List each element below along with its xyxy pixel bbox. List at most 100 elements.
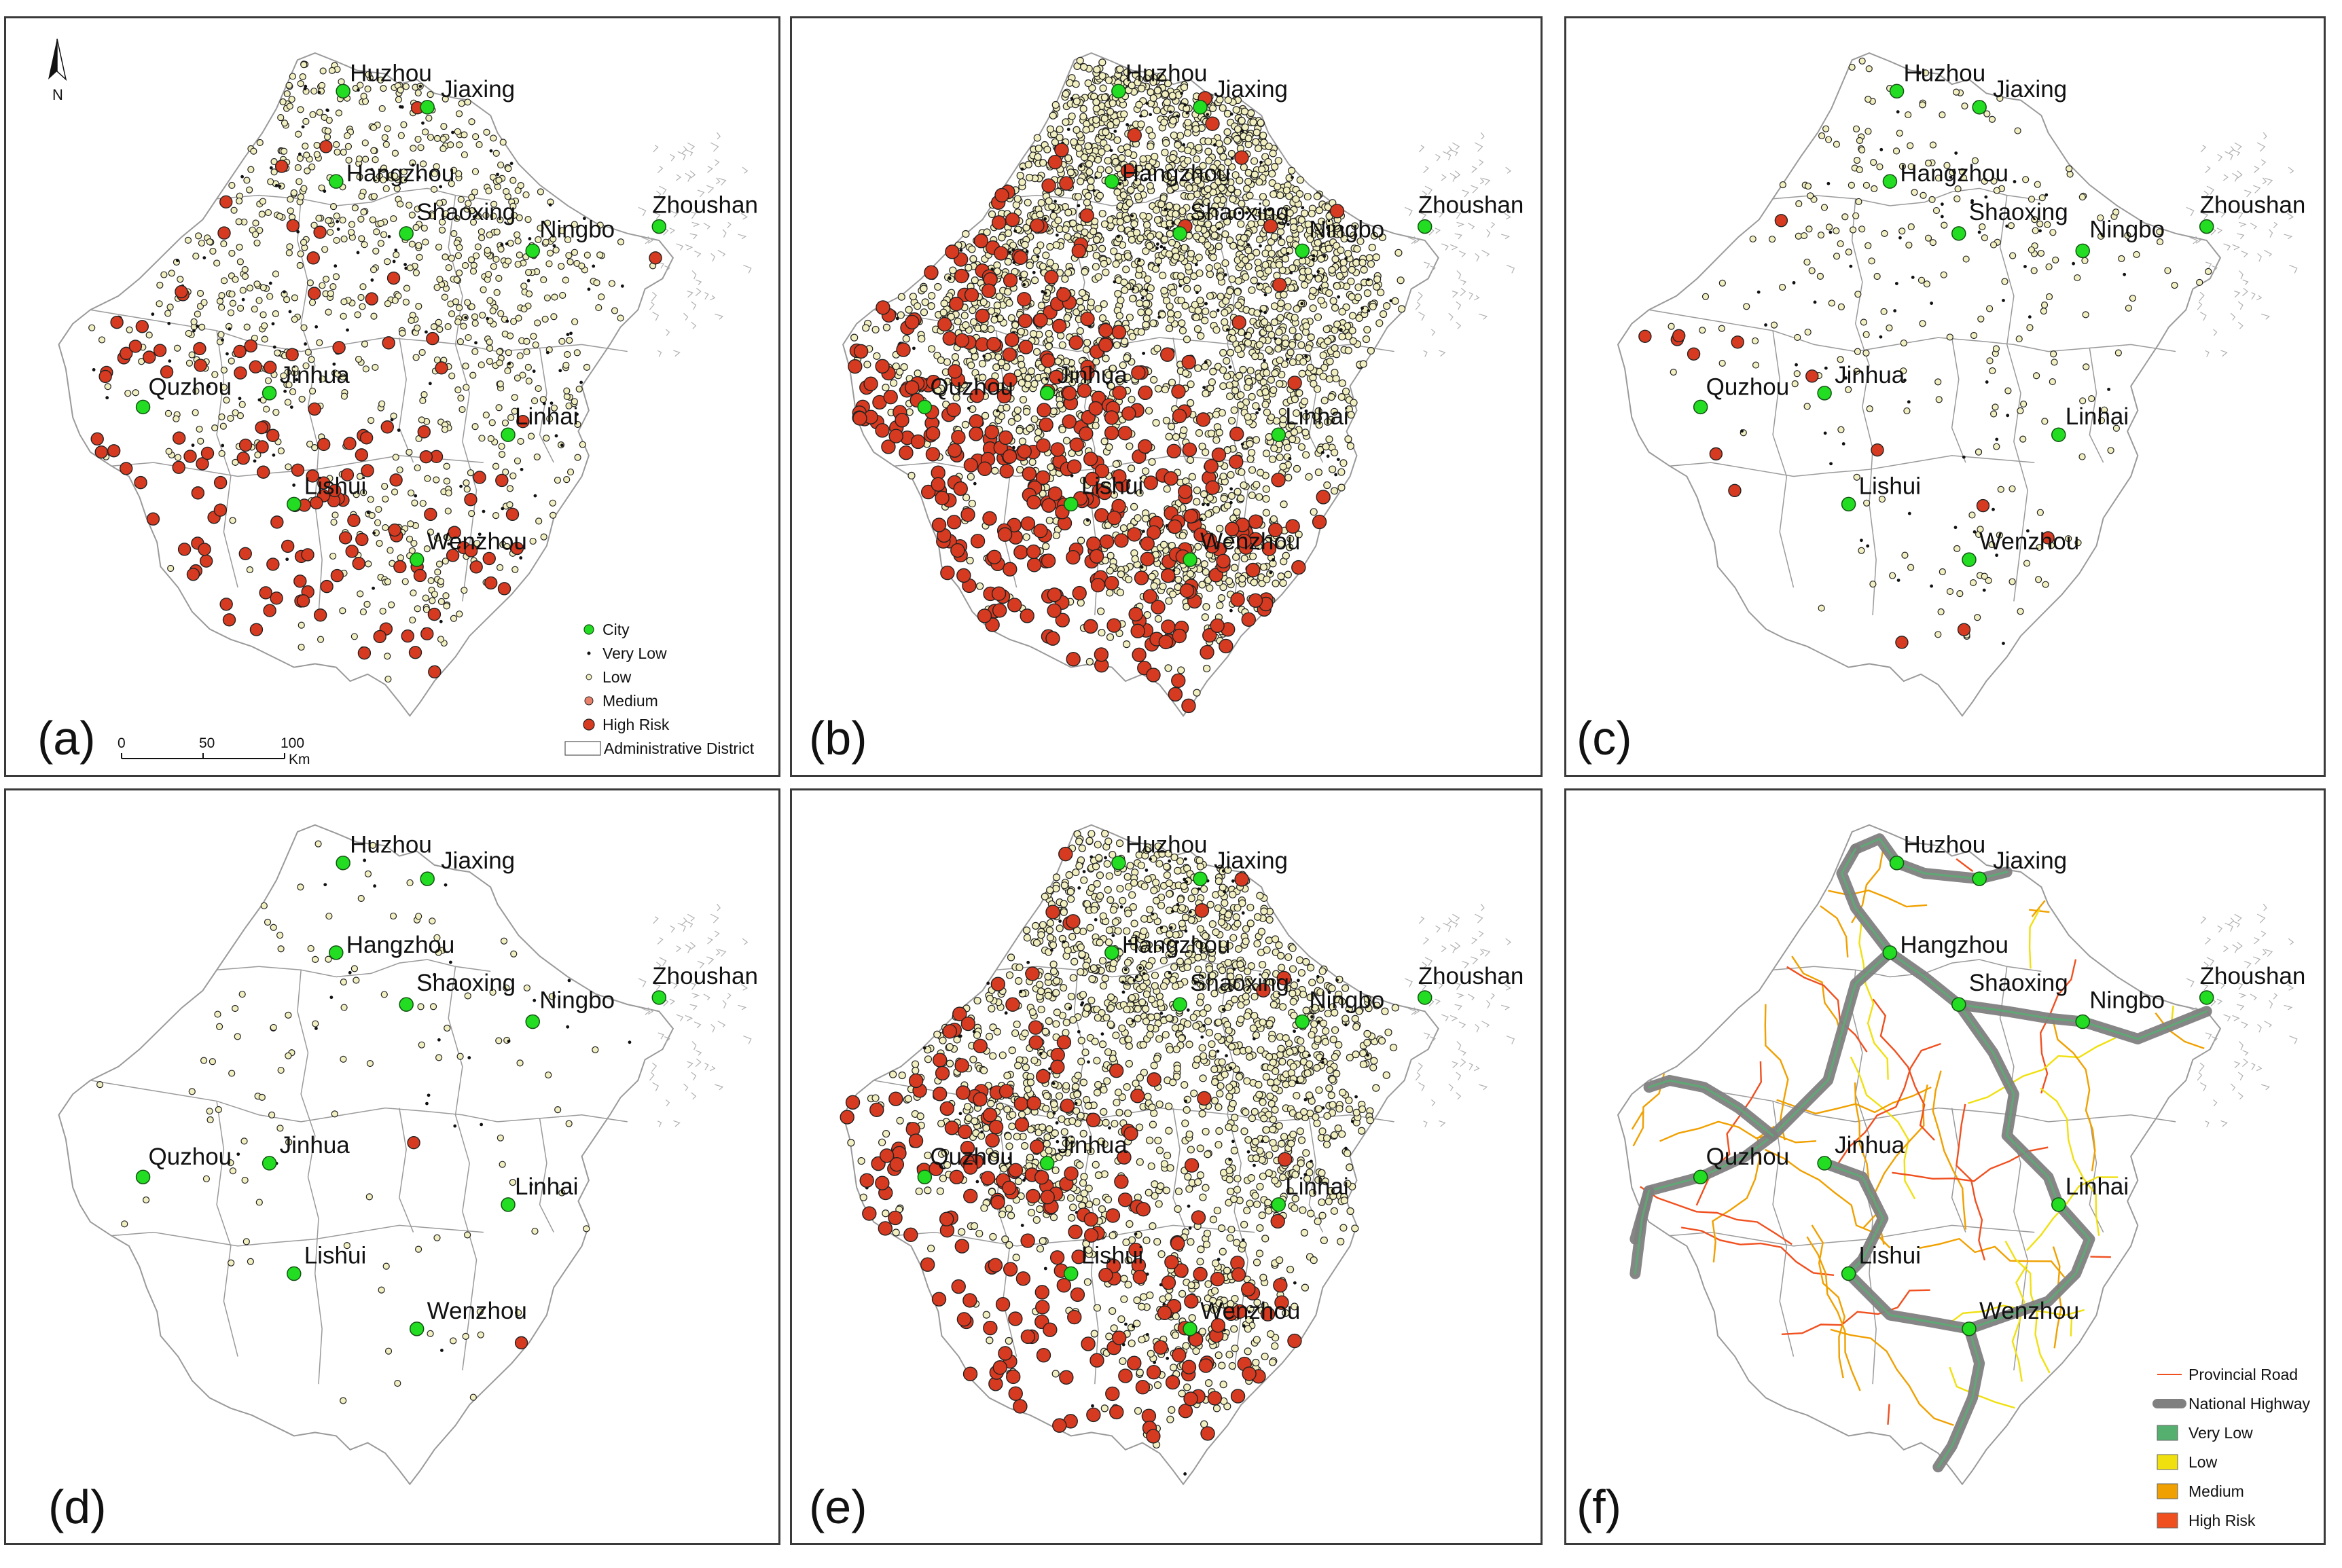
low-risk-point — [939, 308, 948, 316]
low-risk-point — [507, 332, 514, 340]
high-risk-point — [355, 448, 369, 462]
low-risk-point — [524, 363, 532, 371]
very-low-risk-point — [1334, 473, 1338, 477]
low-risk-point — [402, 298, 410, 306]
low-risk-point — [1100, 300, 1108, 308]
low-risk-point — [1317, 296, 1325, 305]
very-low-risk-point — [973, 481, 977, 486]
low-risk-point — [1367, 346, 1375, 355]
low-risk-point — [1862, 349, 1870, 357]
low-risk-point — [1264, 286, 1272, 294]
low-risk-point — [442, 253, 449, 261]
low-risk-point — [1234, 345, 1242, 354]
low-risk-point — [1098, 148, 1106, 156]
low-risk-point — [506, 485, 514, 492]
high-risk-point — [1291, 560, 1306, 575]
low-risk-point — [1363, 325, 1371, 334]
low-risk-point — [311, 444, 319, 452]
very-low-risk-point — [533, 494, 537, 498]
low-risk-point — [1903, 407, 1911, 415]
low-risk-point — [498, 443, 505, 450]
low-risk-point — [316, 339, 323, 346]
low-risk-point — [461, 587, 468, 594]
high-risk-point — [1976, 498, 1990, 513]
low-risk-point — [104, 383, 111, 390]
low-risk-point — [217, 331, 225, 338]
low-risk-point — [236, 197, 243, 205]
very-low-risk-point — [1274, 337, 1278, 341]
low-risk-point — [185, 329, 192, 338]
low-risk-point — [1201, 613, 1209, 621]
high-risk-point — [853, 344, 869, 359]
low-risk-point — [1180, 426, 1188, 435]
low-risk-point — [1300, 280, 1309, 289]
low-risk-point — [1791, 380, 1799, 388]
island-outline — [695, 287, 702, 297]
low-risk-point — [1277, 572, 1285, 581]
island-outline — [1418, 312, 1425, 321]
low-risk-point — [1178, 319, 1186, 327]
low-risk-point — [2052, 256, 2059, 263]
low-risk-point — [1026, 424, 1034, 433]
very-low-risk-point — [967, 406, 971, 410]
low-risk-point — [444, 507, 452, 515]
low-risk-point — [1276, 227, 1285, 236]
low-risk-point — [1288, 341, 1297, 349]
low-risk-point — [1276, 356, 1284, 365]
low-risk-point — [1804, 182, 1812, 190]
low-risk-point — [437, 578, 445, 585]
low-risk-point — [281, 147, 288, 155]
island-outline — [1422, 190, 1428, 198]
low-risk-point — [1166, 202, 1174, 210]
high-risk-point — [1117, 426, 1133, 441]
low-risk-point — [1076, 327, 1084, 335]
very-low-risk-point — [1178, 284, 1183, 288]
low-risk-point — [1226, 392, 1234, 401]
city-marker — [409, 552, 425, 567]
very-low-risk-point — [301, 125, 305, 129]
island-outline — [2237, 301, 2244, 310]
low-risk-point — [514, 261, 522, 268]
very-low-risk-point — [1166, 226, 1170, 230]
very-low-risk-point — [285, 558, 289, 562]
very-low-risk-point — [1257, 282, 1261, 286]
low-risk-point — [327, 228, 334, 236]
low-risk-point — [1045, 516, 1053, 525]
island-outline — [676, 174, 682, 181]
low-risk-point — [448, 372, 456, 380]
high-risk-point — [266, 558, 280, 571]
very-low-risk-point — [1204, 361, 1208, 364]
low-risk-point — [1039, 262, 1047, 271]
low-risk-point — [1313, 192, 1321, 200]
low-risk-point — [1192, 232, 1200, 240]
island-outline — [2288, 166, 2294, 174]
low-risk-point — [1062, 437, 1071, 445]
island-outline — [2242, 287, 2248, 297]
low-risk-point — [455, 110, 463, 117]
low-risk-point — [1907, 223, 1915, 231]
low-risk-point — [1331, 255, 1339, 263]
low-risk-point — [361, 241, 368, 249]
low-risk-point — [1148, 458, 1156, 466]
low-risk-point — [583, 251, 591, 259]
very-low-risk-point — [317, 90, 321, 94]
island-outline — [1455, 211, 1461, 219]
high-risk-point — [313, 225, 327, 239]
island-outline — [691, 993, 700, 998]
low-risk-point — [1248, 286, 1256, 294]
high-risk-point — [1045, 631, 1060, 646]
low-risk-point — [299, 73, 306, 81]
low-risk-point — [1064, 269, 1073, 277]
low-risk-point — [1128, 333, 1136, 341]
high-risk-point — [1037, 403, 1051, 418]
low-risk-point — [1804, 328, 1812, 336]
high-risk-point — [1068, 335, 1083, 350]
low-risk-point — [523, 348, 530, 356]
very-low-risk-point — [1954, 151, 1958, 155]
low-risk-point — [490, 263, 497, 270]
low-risk-point — [1093, 65, 1101, 74]
low-risk-point — [515, 314, 522, 322]
low-risk-point — [322, 276, 330, 283]
low-risk-point — [1153, 344, 1161, 352]
